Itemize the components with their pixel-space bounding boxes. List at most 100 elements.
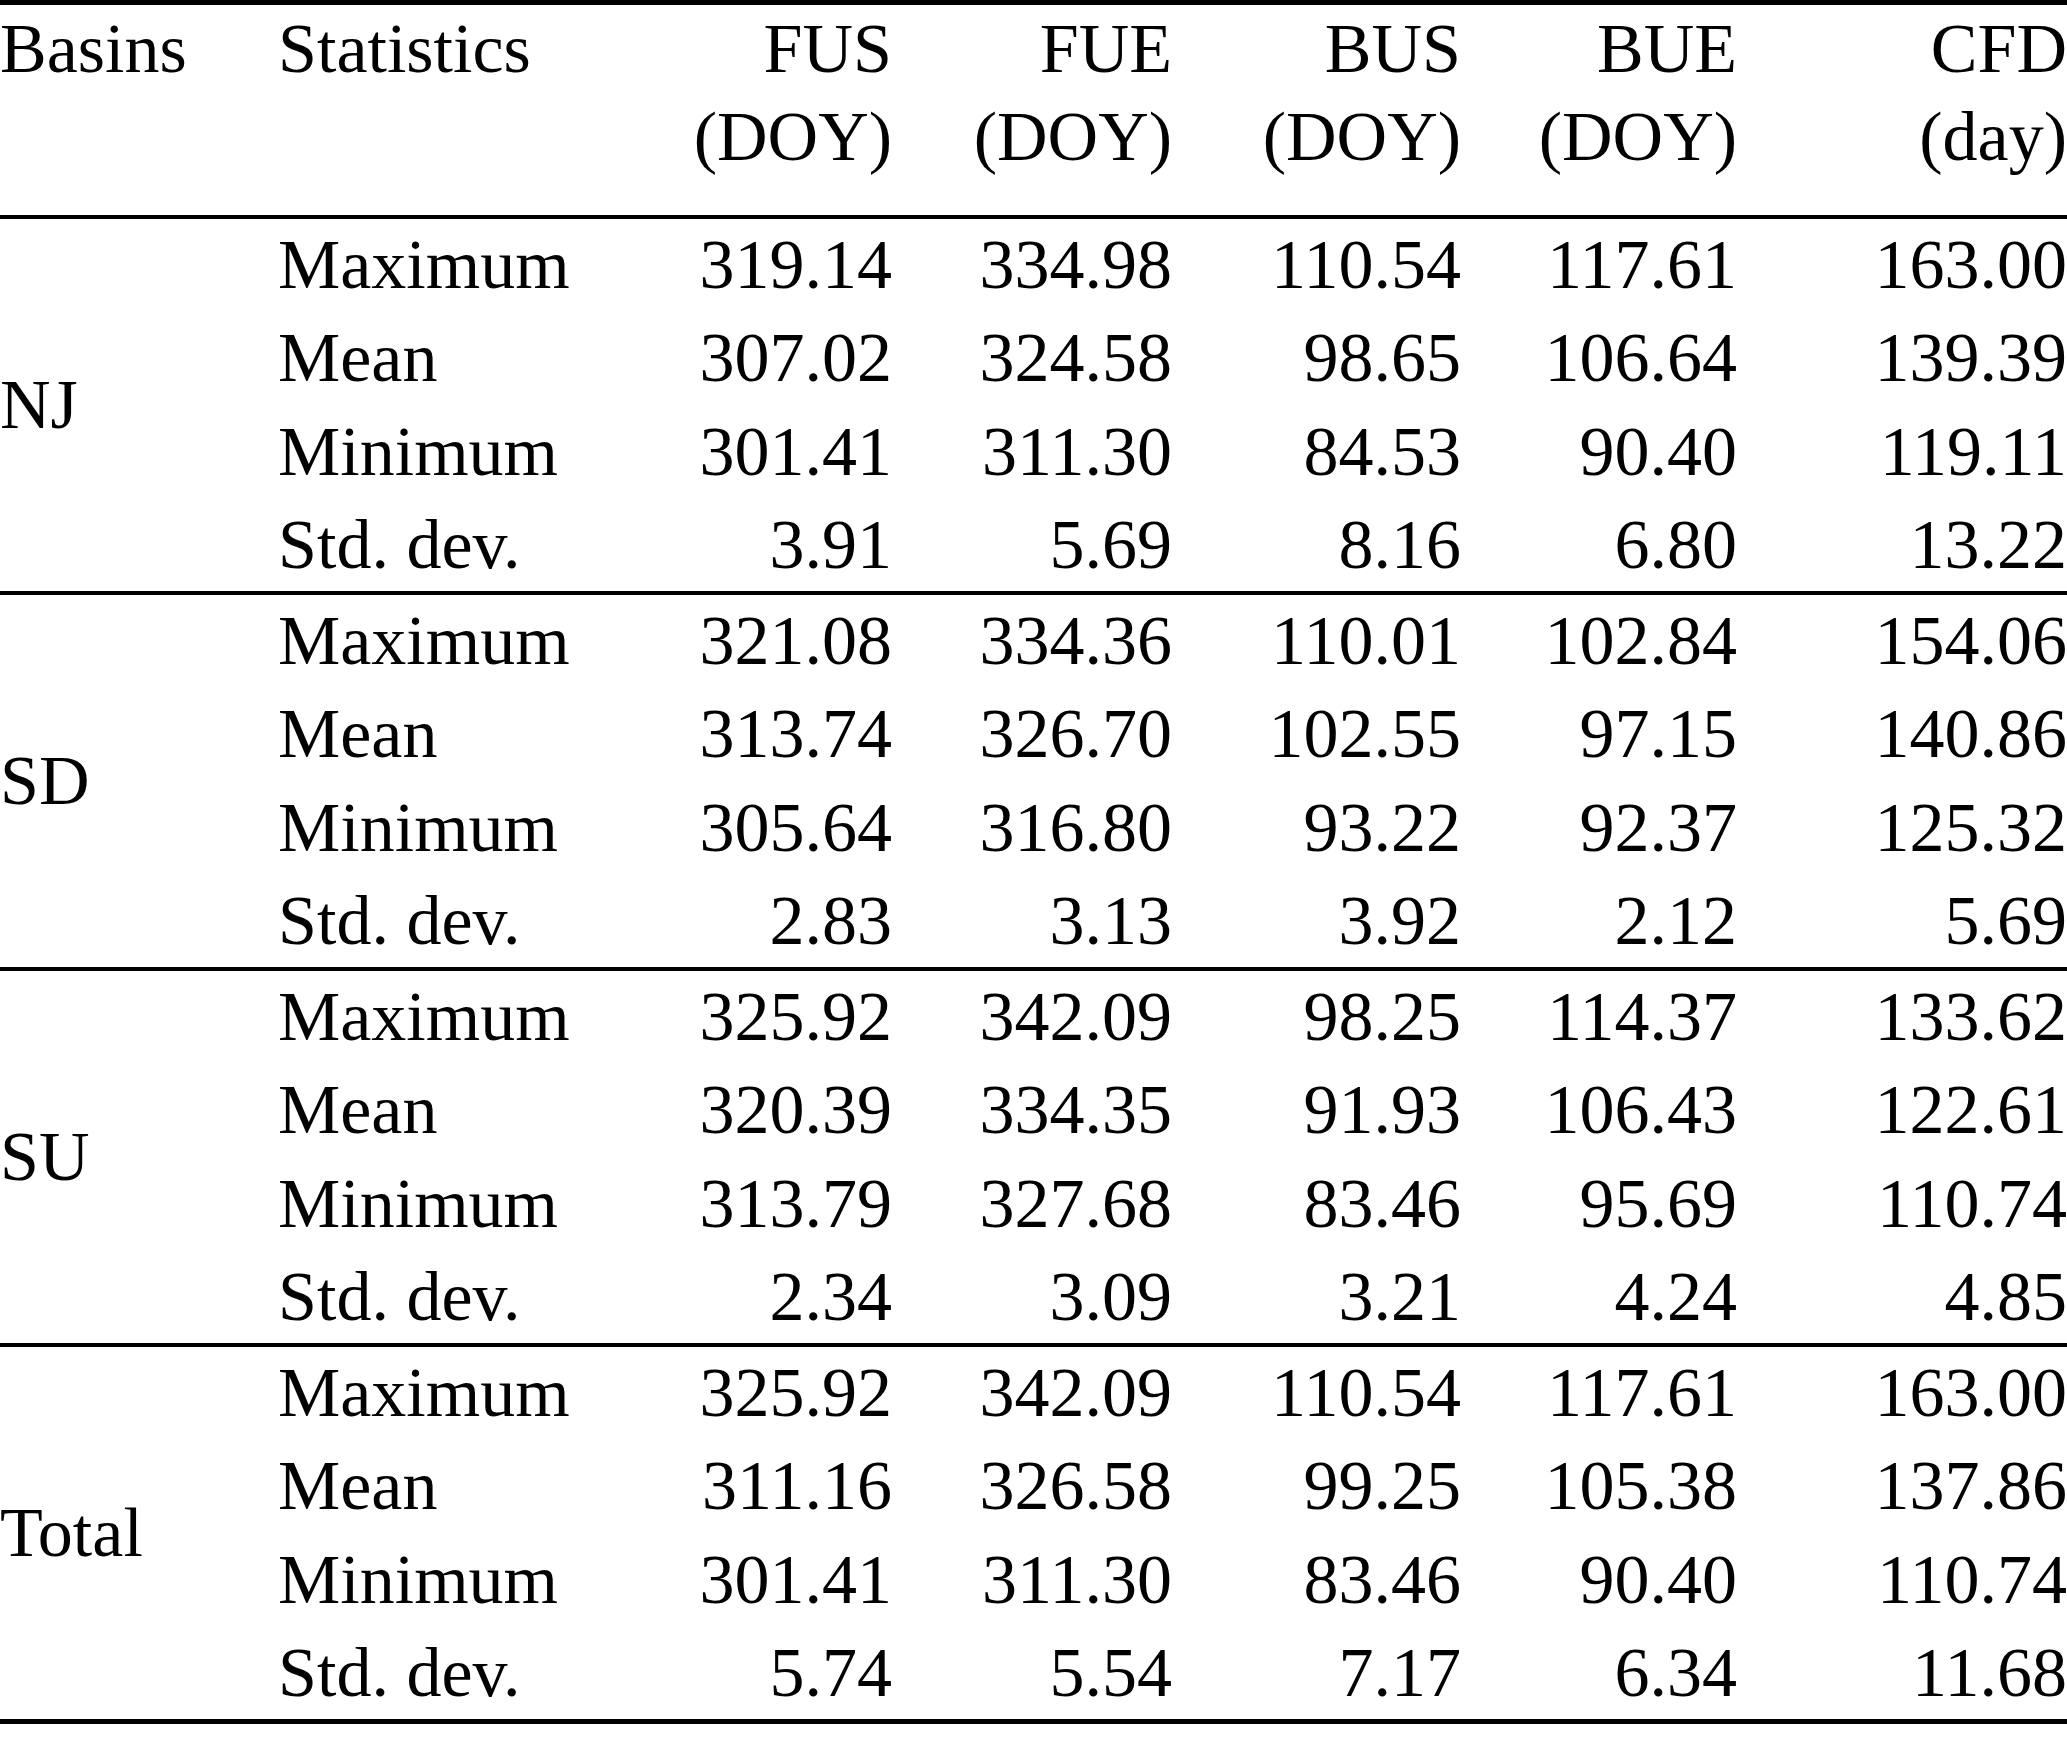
table-row: Minimum 313.79 327.68 83.46 95.69 110.74 xyxy=(0,1157,2067,1251)
col-header-basins: Basins xyxy=(0,3,278,218)
paper-table-page: Basins Statistics FUS (DOY) FUE (DOY) BU… xyxy=(0,0,2067,1749)
value-cell: 327.68 xyxy=(892,1157,1172,1251)
value-cell: 5.69 xyxy=(892,499,1172,593)
col-unit: (day) xyxy=(1737,93,2067,181)
basin-label-cell: Total xyxy=(0,1345,278,1721)
value-cell: 117.61 xyxy=(1461,1345,1737,1439)
basin-label-cell: SD xyxy=(0,593,278,969)
value-cell: 106.43 xyxy=(1461,1063,1737,1157)
value-cell: 334.98 xyxy=(892,217,1172,311)
value-cell: 11.68 xyxy=(1737,1627,2067,1721)
value-cell: 110.01 xyxy=(1172,593,1461,687)
value-cell: 5.74 xyxy=(590,1627,892,1721)
value-cell: 301.41 xyxy=(590,1533,892,1627)
value-cell: 114.37 xyxy=(1461,969,1737,1063)
table-row: Std. dev. 2.83 3.13 3.92 2.12 5.69 xyxy=(0,875,2067,969)
col-label: FUE xyxy=(892,5,1172,93)
table-row: Total Maximum 325.92 342.09 110.54 117.6… xyxy=(0,1345,2067,1439)
statistic-label-cell: Mean xyxy=(278,687,590,781)
statistic-label-cell: Minimum xyxy=(278,1533,590,1627)
value-cell: 2.34 xyxy=(590,1251,892,1345)
value-cell: 133.62 xyxy=(1737,969,2067,1063)
basin-group-sd: SD Maximum 321.08 334.36 110.01 102.84 1… xyxy=(0,593,2067,969)
col-header-statistics: Statistics xyxy=(278,3,590,218)
value-cell: 119.11 xyxy=(1737,405,2067,499)
col-unit: (DOY) xyxy=(1461,93,1737,181)
value-cell: 83.46 xyxy=(1172,1533,1461,1627)
col-unit: (DOY) xyxy=(1172,93,1461,181)
value-cell: 98.25 xyxy=(1172,969,1461,1063)
value-cell: 3.13 xyxy=(892,875,1172,969)
value-cell: 313.79 xyxy=(590,1157,892,1251)
value-cell: 3.21 xyxy=(1172,1251,1461,1345)
col-header-fus: FUS (DOY) xyxy=(590,3,892,218)
value-cell: 5.69 xyxy=(1737,875,2067,969)
col-label: FUS xyxy=(590,5,892,93)
value-cell: 90.40 xyxy=(1461,1533,1737,1627)
value-cell: 326.58 xyxy=(892,1439,1172,1533)
value-cell: 105.38 xyxy=(1461,1439,1737,1533)
col-label: CFD xyxy=(1737,5,2067,93)
table-row: Std. dev. 2.34 3.09 3.21 4.24 4.85 xyxy=(0,1251,2067,1345)
value-cell: 125.32 xyxy=(1737,781,2067,875)
table-row: Minimum 305.64 316.80 93.22 92.37 125.32 xyxy=(0,781,2067,875)
value-cell: 91.93 xyxy=(1172,1063,1461,1157)
value-cell: 3.92 xyxy=(1172,875,1461,969)
table-row: Mean 313.74 326.70 102.55 97.15 140.86 xyxy=(0,687,2067,781)
value-cell: 139.39 xyxy=(1737,311,2067,405)
value-cell: 122.61 xyxy=(1737,1063,2067,1157)
statistic-label-cell: Minimum xyxy=(278,781,590,875)
value-cell: 4.85 xyxy=(1737,1251,2067,1345)
value-cell: 6.34 xyxy=(1461,1627,1737,1721)
value-cell: 305.64 xyxy=(590,781,892,875)
value-cell: 163.00 xyxy=(1737,217,2067,311)
statistic-label-cell: Maximum xyxy=(278,593,590,687)
value-cell: 3.91 xyxy=(590,499,892,593)
value-cell: 90.40 xyxy=(1461,405,1737,499)
table-row: Mean 311.16 326.58 99.25 105.38 137.86 xyxy=(0,1439,2067,1533)
value-cell: 102.84 xyxy=(1461,593,1737,687)
value-cell: 8.16 xyxy=(1172,499,1461,593)
col-header-bue: BUE (DOY) xyxy=(1461,3,1737,218)
value-cell: 313.74 xyxy=(590,687,892,781)
statistic-label-cell: Minimum xyxy=(278,405,590,499)
value-cell: 95.69 xyxy=(1461,1157,1737,1251)
value-cell: 342.09 xyxy=(892,1345,1172,1439)
value-cell: 326.70 xyxy=(892,687,1172,781)
value-cell: 311.30 xyxy=(892,1533,1172,1627)
col-header-cfd: CFD (day) xyxy=(1737,3,2067,218)
col-header-bus: BUS (DOY) xyxy=(1172,3,1461,218)
statistic-label-cell: Maximum xyxy=(278,1345,590,1439)
value-cell: 334.35 xyxy=(892,1063,1172,1157)
statistic-label-cell: Minimum xyxy=(278,1157,590,1251)
value-cell: 83.46 xyxy=(1172,1157,1461,1251)
value-cell: 117.61 xyxy=(1461,217,1737,311)
value-cell: 92.37 xyxy=(1461,781,1737,875)
table-row: NJ Maximum 319.14 334.98 110.54 117.61 1… xyxy=(0,217,2067,311)
value-cell: 321.08 xyxy=(590,593,892,687)
value-cell: 307.02 xyxy=(590,311,892,405)
value-cell: 325.92 xyxy=(590,1345,892,1439)
value-cell: 325.92 xyxy=(590,969,892,1063)
value-cell: 3.09 xyxy=(892,1251,1172,1345)
value-cell: 110.54 xyxy=(1172,217,1461,311)
value-cell: 311.16 xyxy=(590,1439,892,1533)
col-unit: (DOY) xyxy=(892,93,1172,181)
value-cell: 102.55 xyxy=(1172,687,1461,781)
col-label: Statistics xyxy=(278,5,590,93)
value-cell: 311.30 xyxy=(892,405,1172,499)
table-row: SD Maximum 321.08 334.36 110.01 102.84 1… xyxy=(0,593,2067,687)
statistic-label-cell: Std. dev. xyxy=(278,1627,590,1721)
table-row: Minimum 301.41 311.30 84.53 90.40 119.11 xyxy=(0,405,2067,499)
value-cell: 13.22 xyxy=(1737,499,2067,593)
statistic-label-cell: Mean xyxy=(278,1063,590,1157)
value-cell: 316.80 xyxy=(892,781,1172,875)
value-cell: 301.41 xyxy=(590,405,892,499)
statistic-label-cell: Std. dev. xyxy=(278,499,590,593)
statistic-label-cell: Maximum xyxy=(278,217,590,311)
col-label: BUS xyxy=(1172,5,1461,93)
value-cell: 5.54 xyxy=(892,1627,1172,1721)
value-cell: 320.39 xyxy=(590,1063,892,1157)
value-cell: 137.86 xyxy=(1737,1439,2067,1533)
basin-label-cell: NJ xyxy=(0,217,278,593)
